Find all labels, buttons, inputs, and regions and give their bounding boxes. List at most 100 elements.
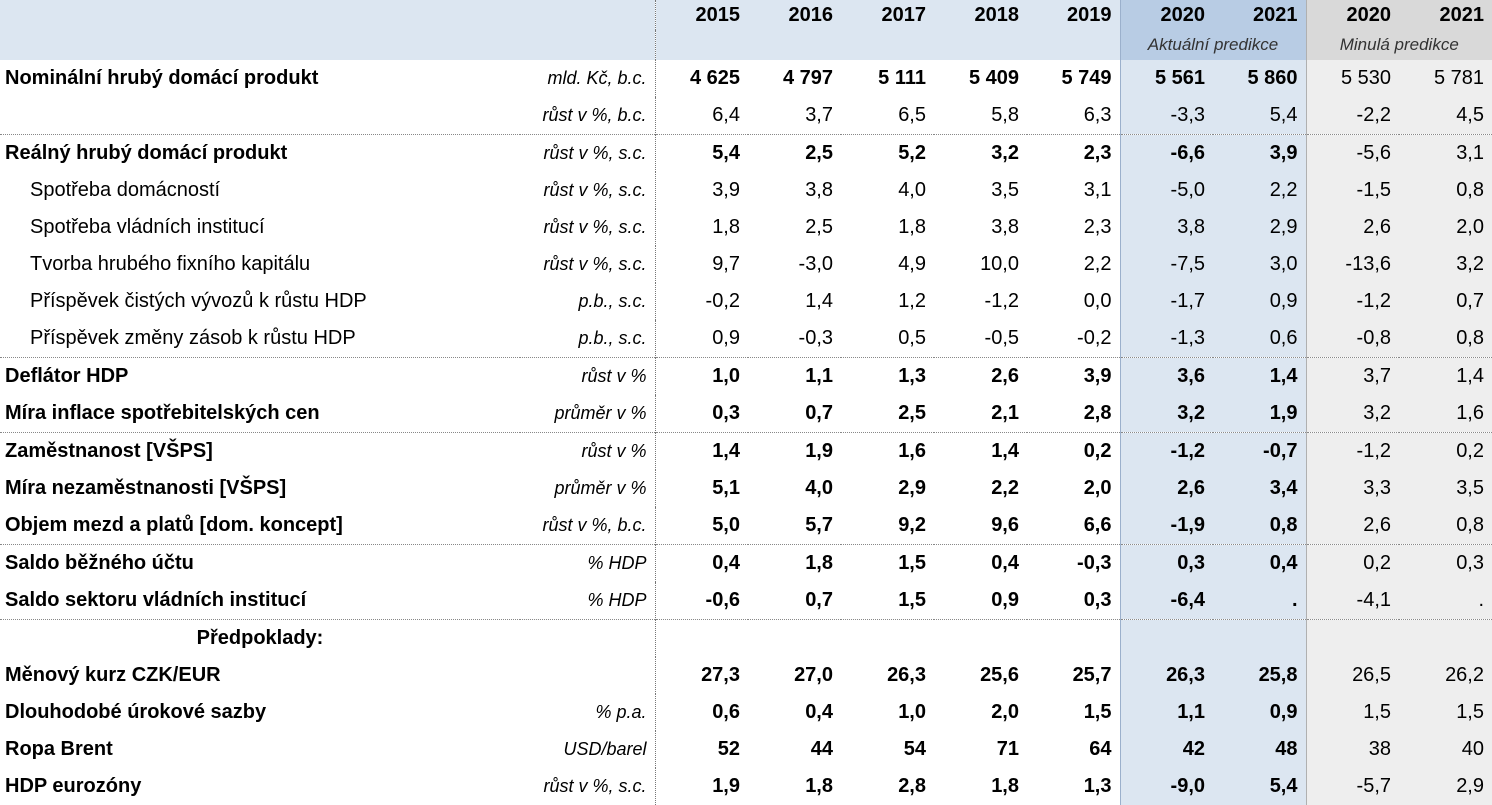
value-cell-previous: 1,5 — [1399, 694, 1492, 731]
value-cell: 0,9 — [991, 589, 1019, 611]
row-unit: růst v % — [520, 357, 655, 395]
value-cell: 6,4 — [654, 97, 748, 135]
header-unit-blank — [520, 0, 655, 30]
table-row: Deflátor HDP růst v % 1,0 1,1 1,3 2,6 3,9 3,6 1,… — [0, 357, 1492, 395]
row-unit: % HDP — [520, 544, 655, 582]
value-cell: 1,4 — [805, 290, 833, 312]
row-unit: mld. Kč, b.c. — [547, 68, 647, 88]
value-cell: 0,6 — [654, 694, 748, 731]
value-cell-current: 5,4 — [1213, 768, 1306, 805]
value-cell: 1,6 — [841, 432, 934, 470]
row-unit — [520, 619, 655, 657]
year-header-previous: 2021 — [1399, 0, 1492, 30]
row-unit — [520, 657, 655, 694]
value-cell: 3,1 — [1083, 179, 1112, 201]
value-cell-previous — [1305, 619, 1399, 657]
value-cell-current: 2,2 — [1213, 172, 1306, 209]
value-cell-current: 48 — [1213, 731, 1306, 768]
value-cell — [934, 619, 1027, 657]
value-cell: 3,2 — [934, 134, 1027, 172]
value-cell: 1,5 — [898, 589, 926, 611]
row-label — [0, 97, 520, 135]
row-unit: p.b., s.c. — [578, 328, 647, 348]
value-cell: -0,2 — [1077, 327, 1112, 349]
value-cell: 64 — [1089, 738, 1112, 760]
value-cell: 52 — [654, 731, 748, 768]
value-cell-previous: 0,2 — [1399, 432, 1492, 470]
value-cell: 0,3 — [654, 395, 748, 433]
value-cell: 2,0 — [991, 701, 1019, 723]
value-cell-previous: -5,6 — [1305, 134, 1399, 172]
value-cell: 1,1 — [748, 357, 841, 395]
row-label: Saldo běžného účtu — [0, 544, 520, 582]
value-cell: 25,7 — [1072, 664, 1112, 686]
value-cell: 1,0 — [898, 701, 926, 723]
value-cell-previous: 3,5 — [1399, 470, 1492, 507]
value-cell-current: -0,7 — [1213, 432, 1306, 470]
value-cell-current: 5,4 — [1213, 97, 1306, 135]
row-unit: růst v %, b.c. — [542, 515, 647, 535]
value-cell: -1,2 — [984, 290, 1019, 312]
table-row: Míra nezaměstnanosti [VŠPS] průměr v % 5,1… — [0, 470, 1492, 507]
value-cell: 2,6 — [934, 357, 1027, 395]
value-cell-current: 1,4 — [1213, 357, 1306, 395]
value-cell: 4 625 — [654, 60, 748, 97]
value-cell — [654, 619, 748, 657]
value-cell-previous: 1,6 — [1399, 395, 1492, 433]
row-label: HDP eurozóny — [5, 775, 142, 797]
value-cell: 6,3 — [1083, 104, 1112, 126]
value-cell: 3,8 — [805, 179, 833, 201]
value-cell-current — [1213, 619, 1306, 657]
value-cell: 27,0 — [794, 664, 833, 686]
value-cell-previous: 2,9 — [1399, 768, 1492, 805]
row-unit: růst v %, s.c. — [543, 217, 647, 237]
year-header-current: 2021 — [1213, 0, 1306, 30]
value-cell: 6,6 — [1083, 514, 1112, 536]
value-cell: 1,5 — [841, 544, 934, 582]
row-label: Deflátor HDP — [0, 357, 520, 395]
current-forecast-label: Aktuální predikce — [1119, 30, 1306, 60]
value-cell: 5,7 — [805, 514, 833, 536]
value-cell-current: -1,9 — [1119, 507, 1213, 545]
row-unit: průměr v % — [554, 403, 647, 423]
value-cell: 10,0 — [980, 253, 1019, 275]
table-row: Objem mezd a platů [dom. koncept] růst v … — [0, 507, 1492, 545]
value-cell: 71 — [996, 738, 1019, 760]
value-cell: -0,5 — [984, 327, 1019, 349]
value-cell: 5,8 — [991, 104, 1019, 126]
row-unit: p.b., s.c. — [578, 291, 647, 311]
value-cell-previous: 2,6 — [1305, 209, 1399, 246]
value-cell-previous: 3,2 — [1399, 246, 1492, 283]
value-cell: 4,0 — [898, 179, 926, 201]
value-cell-current: -7,5 — [1119, 246, 1213, 283]
value-cell-current: 0,6 — [1213, 320, 1306, 358]
row-label: Reálný hrubý domácí produkt — [0, 134, 520, 172]
row-label: Zaměstnanost [VŠPS] — [0, 432, 520, 470]
value-cell-current: 0,9 — [1213, 694, 1306, 731]
value-cell-current: -1,7 — [1119, 283, 1213, 320]
row-unit: růst v %, s.c. — [520, 134, 655, 172]
row-label: Ropa Brent — [5, 738, 113, 760]
value-cell-current: -5,0 — [1119, 172, 1213, 209]
value-cell-previous: 26,5 — [1305, 657, 1399, 694]
value-cell: -0,6 — [654, 582, 748, 620]
header-years-row: 2015 2016 2017 2018 2019 2020 2021 2020 … — [0, 0, 1492, 30]
row-label: Míra inflace spotřebitelských cen — [5, 402, 320, 424]
value-cell: 0,7 — [805, 402, 833, 424]
value-cell-current: 0,3 — [1119, 544, 1213, 582]
value-cell: 0,0 — [1083, 290, 1112, 312]
row-label: Dlouhodobé úrokové sazby — [5, 701, 267, 723]
year-header: 2017 — [841, 0, 934, 30]
value-cell-previous: 5 530 — [1305, 60, 1399, 97]
value-cell: 3,5 — [991, 179, 1019, 201]
value-cell-current: 1,9 — [1213, 395, 1306, 433]
value-cell: 1,8 — [898, 216, 926, 238]
table-row: Nominální hrubý domácí produkt mld. Kč, b… — [0, 60, 1492, 97]
row-unit: USD/barel — [563, 739, 647, 759]
value-cell-current — [1119, 619, 1213, 657]
value-cell-current: 3,0 — [1213, 246, 1306, 283]
year-header: 2016 — [748, 0, 841, 30]
value-cell: 1,8 — [654, 209, 748, 246]
value-cell: 2,0 — [1083, 477, 1112, 499]
